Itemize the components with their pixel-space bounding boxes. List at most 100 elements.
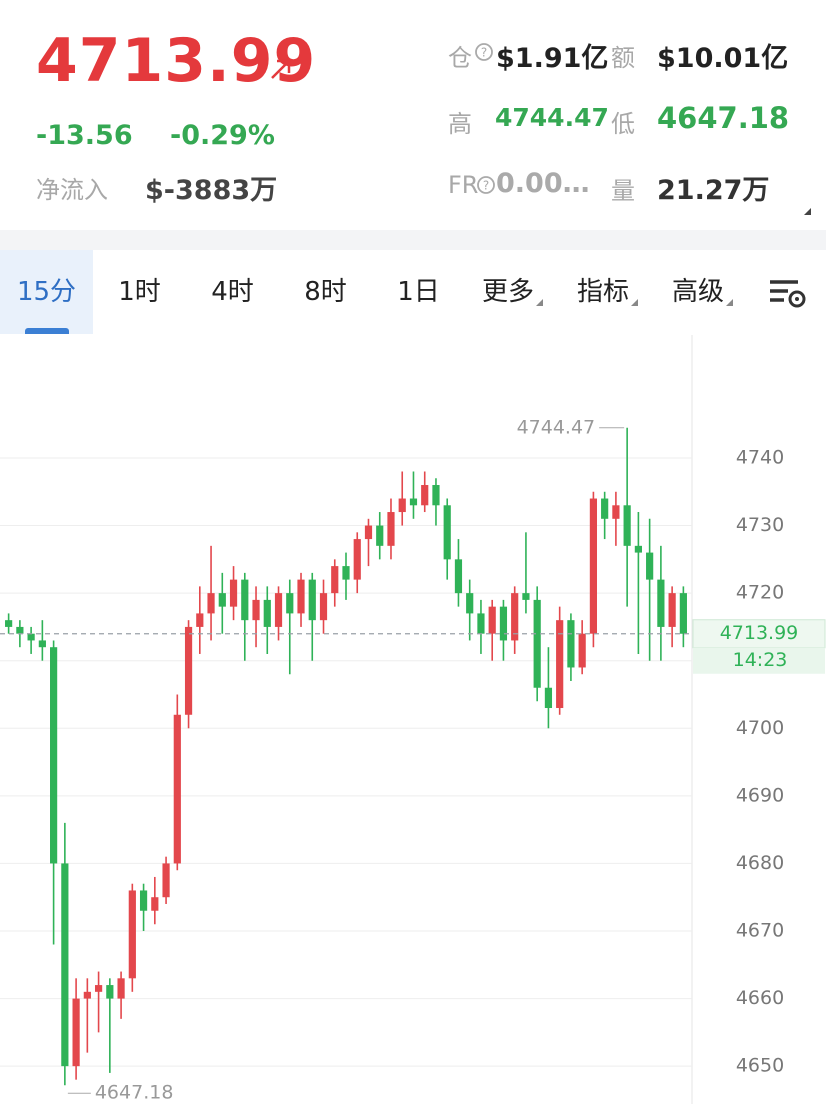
candle-body	[511, 593, 519, 641]
candle-body	[162, 863, 170, 898]
y-tick-label: 4740	[736, 446, 784, 468]
candle-body	[578, 633, 586, 668]
change: -13.56	[36, 120, 133, 151]
change-percent: -0.29%	[170, 120, 275, 151]
candle-body	[207, 593, 215, 614]
high-label: 高	[448, 110, 472, 138]
low-marker-label: 4647.18	[95, 1082, 174, 1104]
expand-icon[interactable]	[804, 208, 811, 215]
tab-indicator	[25, 328, 69, 334]
candle-body	[364, 525, 373, 540]
help-icon[interactable]: ?	[476, 175, 496, 195]
candle-body	[117, 978, 125, 999]
high: 4744.47	[495, 103, 609, 132]
candle-body	[533, 599, 541, 688]
turnover: $10.01亿	[657, 43, 789, 74]
tab[interactable]: 15分	[0, 250, 93, 334]
tab-label: 更多	[481, 277, 534, 307]
tab-label: 指标	[576, 277, 629, 307]
dropdown-icon	[631, 299, 638, 306]
last-price-label: 4713.99	[720, 622, 799, 644]
volume-label: 量	[611, 177, 635, 205]
chart: 4650466046704680469047004710472047304740…	[0, 335, 826, 1104]
candle-body	[229, 579, 238, 607]
candle-body	[454, 559, 463, 594]
candle-body	[139, 890, 148, 911]
turnover-label: 额	[611, 44, 635, 72]
svg-text:?: ?	[483, 179, 489, 193]
y-tick-label: 4680	[736, 852, 784, 874]
candle-body	[241, 579, 249, 621]
y-tick-label: 4730	[736, 514, 784, 536]
candle-body	[623, 505, 631, 546]
tab-bar: 15分 1时 4时 8时 1日 更多 指标 高级	[0, 250, 826, 334]
candle-body	[252, 599, 260, 621]
countdown-box	[693, 647, 825, 674]
candle-body	[646, 552, 654, 580]
candle-body	[173, 714, 181, 864]
y-tick-label: 4660	[736, 987, 784, 1009]
settings-icon[interactable]	[768, 278, 808, 312]
svg-text:?: ?	[481, 46, 487, 60]
candle-body	[657, 579, 665, 627]
candle-body	[27, 633, 35, 641]
tab[interactable]: 1日	[372, 250, 465, 334]
help-icon[interactable]: ?	[474, 42, 494, 62]
candle-body	[128, 890, 136, 979]
tab[interactable]: 更多	[465, 250, 560, 334]
dropdown-icon	[726, 299, 733, 306]
candle-body	[38, 640, 46, 648]
candle-body	[409, 498, 418, 506]
candle-body	[319, 593, 328, 621]
tab[interactable]: 指标	[560, 250, 655, 334]
y-tick-label: 4690	[736, 784, 784, 806]
net-inflow: $-3883万	[145, 175, 278, 206]
candle-body	[634, 545, 642, 553]
tab-label: 1日	[397, 277, 440, 307]
candle-body	[387, 512, 395, 546]
last-price-box	[692, 619, 826, 649]
candle-body	[443, 505, 451, 560]
candle-body	[398, 498, 406, 513]
candle-body	[589, 498, 598, 634]
candle-body	[488, 606, 496, 634]
candle-body	[61, 863, 69, 1067]
candle-body	[522, 593, 530, 600]
candle-body	[16, 626, 24, 634]
candle-body	[308, 579, 316, 621]
candle-body	[151, 897, 159, 911]
candle-body	[421, 485, 429, 506]
candle-body	[94, 985, 103, 992]
net-inflow-label: 净流入	[36, 176, 108, 204]
tab-label: 4时	[211, 277, 254, 307]
y-tick-label: 4700	[736, 717, 784, 739]
candle-body	[297, 579, 305, 614]
tab-label: 高级	[671, 277, 724, 307]
funding-rate: 0.00…	[496, 168, 590, 199]
low: 4647.18	[657, 101, 790, 135]
candle-body	[556, 620, 564, 709]
candle-body	[567, 620, 575, 668]
dropdown-icon	[536, 299, 543, 306]
candle-body	[432, 485, 440, 506]
candle-body	[679, 593, 687, 634]
candle-body	[50, 647, 58, 864]
candle-body	[331, 566, 339, 594]
candle-body	[263, 599, 271, 627]
tab-selected-bg	[0, 250, 93, 334]
high-marker-label: 4744.47	[517, 416, 596, 438]
divider	[0, 230, 826, 250]
tab[interactable]: 高级	[655, 250, 750, 334]
y-tick-label: 4720	[736, 582, 784, 604]
candle-body	[466, 593, 474, 614]
y-tick-label: 4650	[736, 1055, 784, 1077]
funding-rate-label: FR	[448, 171, 479, 199]
y-tick-label: 4670	[736, 920, 784, 942]
open-interest-label: 仓	[448, 44, 472, 72]
tab[interactable]: 8时	[279, 250, 372, 334]
tab[interactable]: 1时	[93, 250, 186, 334]
tab[interactable]: 4时	[186, 250, 279, 334]
candle-body	[544, 687, 553, 709]
candle-body	[184, 626, 193, 715]
